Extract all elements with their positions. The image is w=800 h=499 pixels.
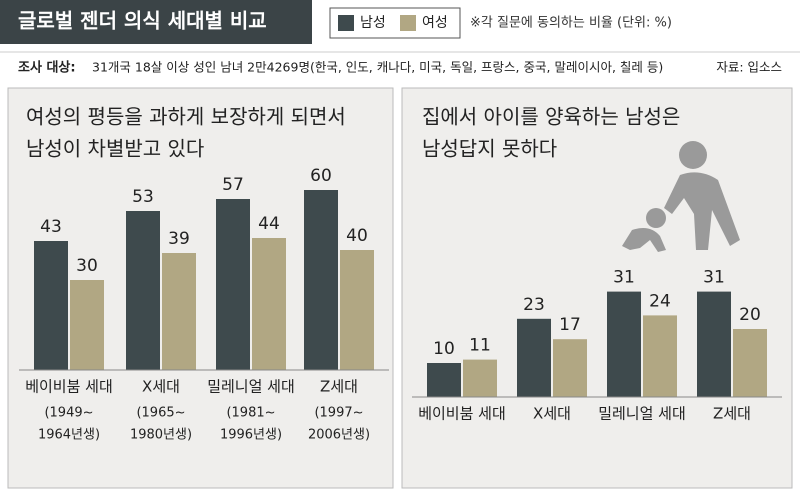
value-label: 44 xyxy=(258,214,280,234)
chart-title: 남성답지 못하다 xyxy=(422,137,557,161)
value-label: 10 xyxy=(433,339,455,359)
parent-child-icon xyxy=(622,141,740,252)
bar xyxy=(427,363,461,397)
value-label: 39 xyxy=(168,229,190,249)
note: ※각 질문에 동의하는 비율 (단위: %) xyxy=(470,16,672,31)
bar xyxy=(607,291,641,397)
value-label: 53 xyxy=(132,187,154,207)
category-note: 2006년생) xyxy=(308,428,370,443)
category-note: 1964년생) xyxy=(38,428,100,443)
legend-label: 여성 xyxy=(422,15,448,31)
source: 자료: 입소스 xyxy=(716,60,782,75)
survey-label: 조사 대상: xyxy=(18,60,76,76)
bar xyxy=(697,291,731,397)
category-label: X세대 xyxy=(142,378,180,396)
survey-text: 31개국 18살 이상 성인 남녀 2만4269명(한국, 인도, 캐나다, 미… xyxy=(92,60,663,75)
category-note: (1997~ xyxy=(314,406,363,421)
category-note: (1981~ xyxy=(226,406,275,421)
value-label: 31 xyxy=(613,268,635,288)
bar xyxy=(463,359,497,397)
category-label: 베이비붐 세대 xyxy=(25,378,113,396)
value-label: 24 xyxy=(649,291,671,311)
bar xyxy=(216,199,250,370)
value-label: 17 xyxy=(559,315,581,335)
value-label: 43 xyxy=(40,217,62,237)
legend-swatch xyxy=(400,15,416,31)
category-note: (1965~ xyxy=(136,406,185,421)
category-label: 베이비붐 세대 xyxy=(418,405,506,423)
panel xyxy=(401,87,793,489)
bar xyxy=(304,190,338,370)
chart-title: 여성의 평등을 과하게 보장하게 되면서 xyxy=(26,105,346,129)
bar xyxy=(340,250,374,370)
legend-swatch xyxy=(338,15,354,31)
bar xyxy=(643,315,677,397)
title: 글로벌 젠더 의식 세대별 비교 xyxy=(18,9,267,33)
bar xyxy=(252,238,286,370)
bar xyxy=(34,241,68,370)
category-label: 밀레니얼 세대 xyxy=(207,378,295,396)
bar xyxy=(70,280,104,370)
category-note: (1949~ xyxy=(44,406,93,421)
value-label: 60 xyxy=(310,166,332,186)
value-label: 30 xyxy=(76,256,98,276)
chart-title: 집에서 아이를 양육하는 남성은 xyxy=(422,105,680,129)
value-label: 31 xyxy=(703,268,725,288)
category-label: Z세대 xyxy=(713,405,751,423)
value-label: 20 xyxy=(739,305,761,325)
category-note: 1996년생) xyxy=(220,428,282,443)
bar xyxy=(733,329,767,397)
legend-label: 남성 xyxy=(360,15,386,31)
category-note: 1980년생) xyxy=(130,428,192,443)
value-label: 23 xyxy=(523,295,545,315)
value-label: 40 xyxy=(346,226,368,246)
bar xyxy=(162,253,196,370)
title-box xyxy=(0,0,312,44)
category-label: 밀레니얼 세대 xyxy=(598,405,686,423)
bar xyxy=(126,211,160,370)
bar xyxy=(553,339,587,397)
chart-title: 남성이 차별받고 있다 xyxy=(26,137,204,161)
value-label: 57 xyxy=(222,175,244,195)
category-label: Z세대 xyxy=(320,378,358,396)
bar xyxy=(517,318,551,397)
value-label: 11 xyxy=(469,336,491,356)
category-label: X세대 xyxy=(533,405,571,423)
